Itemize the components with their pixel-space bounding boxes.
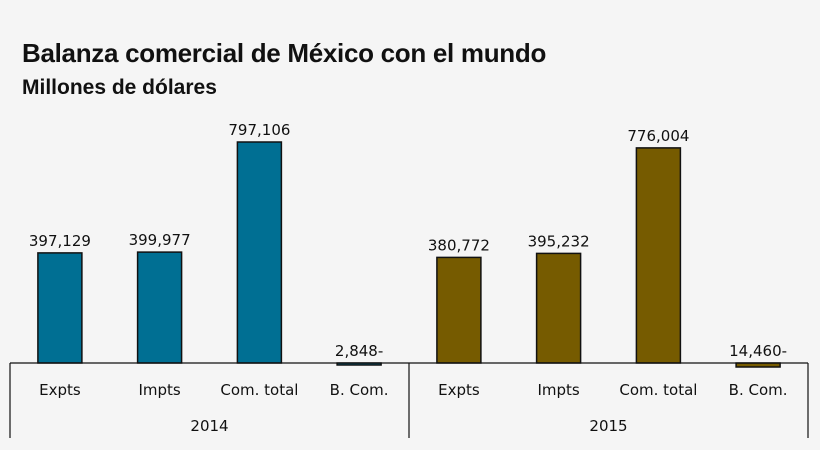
- group-label-2014: 2014: [190, 417, 228, 435]
- category-label-2014-2: Com. total: [220, 381, 298, 399]
- bar-2014-2: [236, 141, 283, 364]
- chart-title: Balanza comercial de México con el mundo: [22, 38, 547, 68]
- bar-2015-1: [535, 252, 582, 364]
- data-label-2015-0: 380,772: [428, 236, 490, 254]
- bar-2015-0: [436, 256, 482, 364]
- data-label-2014-2: 797,106: [228, 121, 290, 139]
- category-label-2015-3: B. Com.: [729, 381, 788, 399]
- bar-2015-2: [635, 147, 682, 364]
- category-label-2014-0: Expts: [39, 381, 81, 399]
- chart-subtitle: Millones de dólares: [22, 76, 217, 99]
- category-label-2014-3: B. Com.: [330, 381, 389, 399]
- data-label-2014-1: 399,977: [129, 231, 191, 249]
- category-label-2015-0: Expts: [438, 381, 480, 399]
- bars-layer: [37, 141, 781, 368]
- bar-2014-0: [37, 252, 83, 364]
- data-label-2015-1: 395,232: [528, 232, 590, 250]
- data-label-2015-2: 776,004: [627, 127, 689, 145]
- group-label-2015: 2015: [589, 417, 627, 435]
- category-label-2014-1: Impts: [138, 381, 180, 399]
- category-axis-frame: [9, 362, 809, 438]
- bar-2014-1: [136, 251, 183, 364]
- data-label-2015-3: 14,460-: [729, 342, 787, 360]
- data-label-2014-0: 397,129: [29, 232, 91, 250]
- labels-layer: 397,129 Expts 399,977 Impts 797,106 Com. tota…: [29, 121, 788, 435]
- category-label-2015-1: Impts: [537, 381, 579, 399]
- category-label-2015-2: Com. total: [619, 381, 697, 399]
- data-label-2014-3: 2,848-: [335, 342, 383, 360]
